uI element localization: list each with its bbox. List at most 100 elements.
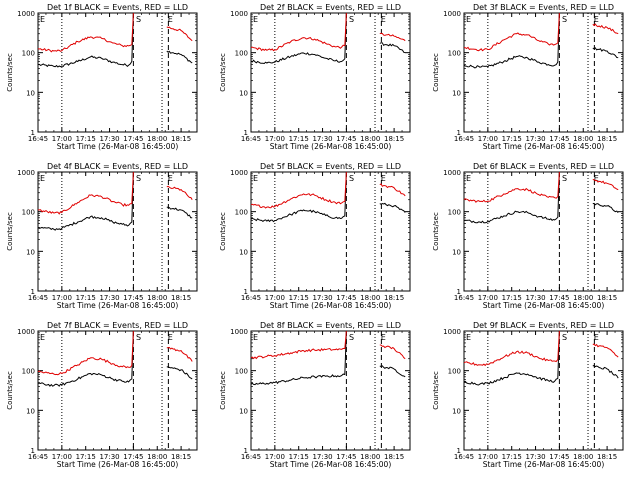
x-tick-label: 16:45 xyxy=(454,453,474,461)
x-tick-label: 17:30 xyxy=(312,135,332,143)
x-tick-label: 16:45 xyxy=(454,135,474,143)
event-marker-start: E xyxy=(253,333,258,342)
events-series-line-pre xyxy=(463,171,560,224)
lld-series-line-post xyxy=(592,178,619,191)
events-series-line-pre xyxy=(463,330,560,386)
lld-series-line-post xyxy=(379,32,406,42)
x-axis-label: Start Time (26-Mar-08 16:45:00) xyxy=(57,301,179,310)
y-tick-label: 10 xyxy=(26,248,35,256)
lld-series-line-post xyxy=(166,346,193,362)
x-tick-label: 17:30 xyxy=(525,294,545,302)
x-tick-label: 18:00 xyxy=(360,294,380,302)
event-marker-start: E xyxy=(466,174,471,183)
events-series-line-post xyxy=(592,202,619,213)
events-series-line-post xyxy=(592,364,619,379)
panel-title: Det 1f BLACK = Events, RED = LLD xyxy=(47,3,188,12)
x-tick-label: 17:45 xyxy=(549,294,569,302)
event-marker-end: E xyxy=(594,333,599,342)
y-tick-label: 1 xyxy=(244,447,248,455)
event-marker-end: E xyxy=(381,174,386,183)
events-series-line-pre xyxy=(37,12,134,68)
events-series-line-post xyxy=(166,50,193,64)
x-tick-label: 16:45 xyxy=(241,453,261,461)
x-tick-label: 17:45 xyxy=(123,135,143,143)
events-series-line-post xyxy=(379,365,406,378)
lld-series-line-post xyxy=(379,183,406,197)
x-tick-label: 16:45 xyxy=(454,294,474,302)
panel-title: Det 6f BLACK = Events, RED = LLD xyxy=(473,162,614,171)
x-tick-label: 17:30 xyxy=(525,135,545,143)
x-tick-label: 17:15 xyxy=(289,453,309,461)
x-tick-label: 18:15 xyxy=(171,453,191,461)
y-tick-label: 1000 xyxy=(17,328,35,336)
event-marker-mid: S xyxy=(136,15,141,24)
x-tick-label: 17:15 xyxy=(289,294,309,302)
panel-title: Det 9f BLACK = Events, RED = LLD xyxy=(473,321,614,330)
event-marker-start: E xyxy=(40,333,45,342)
event-marker-end: E xyxy=(168,333,173,342)
y-tick-label: 10 xyxy=(239,248,248,256)
y-tick-label: 1 xyxy=(31,447,35,455)
x-tick-label: 17:45 xyxy=(336,135,356,143)
y-tick-label: 1000 xyxy=(443,169,461,177)
x-tick-label: 18:00 xyxy=(573,135,593,143)
y-tick-label: 10 xyxy=(452,89,461,97)
event-marker-start: E xyxy=(253,174,258,183)
x-tick-label: 16:45 xyxy=(241,294,261,302)
y-tick-label: 1 xyxy=(31,129,35,137)
x-tick-label: 17:00 xyxy=(478,453,498,461)
x-tick-label: 17:00 xyxy=(265,294,285,302)
events-series-line-post xyxy=(592,47,619,59)
event-marker-mid: S xyxy=(136,333,141,342)
x-tick-label: 16:45 xyxy=(28,453,48,461)
event-marker-start: E xyxy=(40,15,45,24)
x-tick-label: 17:30 xyxy=(312,453,332,461)
y-tick-label: 1000 xyxy=(230,328,248,336)
y-axis-label: Counts/sec xyxy=(432,53,440,92)
x-tick-label: 18:15 xyxy=(171,294,191,302)
x-tick-label: 18:00 xyxy=(360,135,380,143)
detector-panel-4: Det 4f BLACK = Events, RED = LLD 1 10 100 10… xyxy=(6,162,198,310)
events-series-line-pre xyxy=(250,12,347,65)
event-marker-start: E xyxy=(466,333,471,342)
y-tick-label: 1000 xyxy=(230,10,248,18)
x-tick-label: 17:00 xyxy=(52,453,72,461)
x-tick-label: 18:15 xyxy=(384,294,404,302)
x-axis-label: Start Time (26-Mar-08 16:45:00) xyxy=(270,460,392,469)
panel-title: Det 5f BLACK = Events, RED = LLD xyxy=(260,162,401,171)
y-axis-label: Counts/sec xyxy=(219,53,227,92)
plot-frame xyxy=(37,171,198,292)
y-tick-label: 1 xyxy=(457,447,461,455)
y-tick-label: 10 xyxy=(452,248,461,256)
y-tick-label: 100 xyxy=(22,209,35,217)
x-tick-label: 17:00 xyxy=(52,294,72,302)
y-tick-label: 100 xyxy=(235,50,248,58)
y-axis-label: Counts/sec xyxy=(6,53,14,92)
y-tick-label: 1 xyxy=(457,129,461,137)
panel-title: Det 2f BLACK = Events, RED = LLD xyxy=(260,3,401,12)
y-tick-label: 10 xyxy=(452,407,461,415)
y-axis-label: Counts/sec xyxy=(432,212,440,251)
x-tick-label: 18:00 xyxy=(147,135,167,143)
x-tick-label: 16:45 xyxy=(28,294,48,302)
event-marker-mid: S xyxy=(562,174,567,183)
event-marker-mid: S xyxy=(349,333,354,342)
y-tick-label: 1000 xyxy=(443,10,461,18)
x-tick-label: 18:15 xyxy=(597,453,617,461)
x-tick-label: 18:00 xyxy=(360,453,380,461)
lld-series-line-post xyxy=(592,343,619,358)
lld-series-line-pre xyxy=(463,12,560,52)
plot-frame xyxy=(463,171,624,292)
lld-series-line-post xyxy=(592,23,619,35)
event-marker-start: E xyxy=(40,174,45,183)
event-marker-mid: S xyxy=(562,15,567,24)
panel-title: Det 7f BLACK = Events, RED = LLD xyxy=(47,321,188,330)
x-tick-label: 17:45 xyxy=(336,453,356,461)
event-marker-end: E xyxy=(168,174,173,183)
plot-frame xyxy=(250,12,411,133)
x-axis-label: Start Time (26-Mar-08 16:45:00) xyxy=(483,460,605,469)
y-tick-label: 1 xyxy=(244,288,248,296)
x-tick-label: 18:15 xyxy=(384,135,404,143)
